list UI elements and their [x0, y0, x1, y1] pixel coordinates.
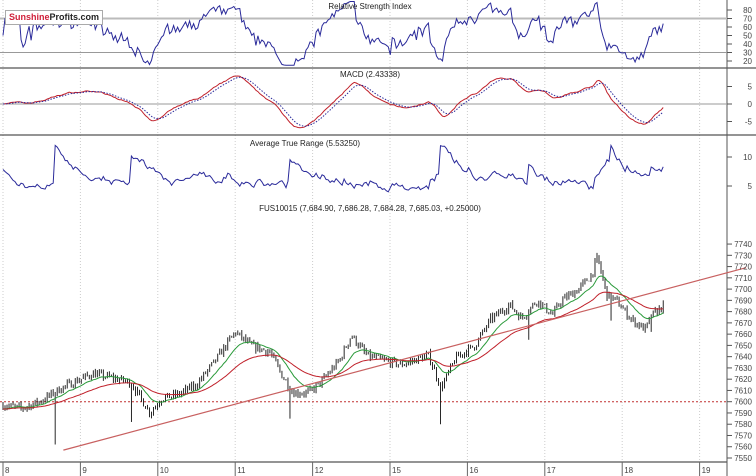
short-ma-line — [2, 275, 664, 410]
price-y-tick-label: 7550 — [734, 454, 752, 463]
price-y-tick-label: 7740 — [734, 240, 752, 249]
x-tick-label: 12 — [315, 466, 324, 475]
atr-line — [2, 143, 664, 193]
x-tick-label: 18 — [624, 466, 633, 475]
price-y-tick-label: 7570 — [734, 431, 752, 440]
price-y-tick-label: 7580 — [734, 420, 752, 429]
long-ma-line — [3, 291, 664, 410]
x-tick-label: 15 — [392, 466, 401, 475]
price-panel — [2, 252, 747, 451]
price-y-tick-label: 7640 — [734, 353, 752, 362]
rsi-y-tick-label: 20 — [743, 57, 752, 66]
macd-y-tick-label: 0 — [748, 100, 753, 109]
x-tick-label: 10 — [160, 466, 169, 475]
price-y-tick-label: 7720 — [734, 263, 752, 272]
x-tick-label: 16 — [469, 466, 478, 475]
rsi-y-tick-label: 70 — [743, 15, 752, 24]
logo-part2: Profits.com — [49, 12, 100, 22]
macd-title: MACD (2.43338) — [340, 70, 400, 79]
macd-line — [2, 75, 664, 129]
price-y-tick-label: 7690 — [734, 296, 752, 305]
price-y-tick-label: 7660 — [734, 330, 752, 339]
atr-panel — [2, 143, 664, 193]
price-y-tick-label: 7670 — [734, 319, 752, 328]
price-y-tick-label: 7730 — [734, 251, 752, 260]
price-y-tick-label: 7560 — [734, 443, 752, 452]
rsi-y-tick-label: 40 — [743, 40, 752, 49]
atr-y-tick-label: 5 — [748, 182, 753, 191]
rsi-y-tick-label: 80 — [743, 6, 752, 15]
price-y-tick-label: 7620 — [734, 375, 752, 384]
macd-y-tick-label: -5 — [745, 118, 753, 127]
price-y-tick-label: 7680 — [734, 308, 752, 317]
rsi-y-tick-label: 30 — [743, 49, 752, 58]
grid — [2, 0, 701, 462]
macd-signal-line — [2, 76, 664, 127]
price-y-tick-label: 7610 — [734, 386, 752, 395]
price-y-tick-label: 7590 — [734, 409, 752, 418]
rsi-y-tick-label: 50 — [743, 32, 752, 41]
x-tick-label: 11 — [237, 466, 246, 475]
x-tick-label: 8 — [5, 466, 10, 475]
macd-y-tick-label: 5 — [748, 83, 753, 92]
price-y-tick-label: 7600 — [734, 398, 752, 407]
reference-lines — [0, 17, 727, 403]
support-trendline — [63, 267, 747, 451]
axes: 8 9 10 11 12 15 16 17 18 198070605040302050-51057… — [2, 6, 753, 476]
rsi-title: Relative Strength Index — [328, 2, 411, 11]
price-y-tick-label: 7650 — [734, 341, 752, 350]
price-title: FUS10015 (7,684.90, 7,686.28, 7,684.28, … — [259, 204, 481, 213]
price-y-tick-label: 7700 — [734, 285, 752, 294]
logo-part1: Sunshine — [9, 12, 50, 22]
rsi-line — [2, 1, 664, 66]
x-tick-label: 17 — [547, 466, 556, 475]
sunshine-profits-logo: SunshineProfits.com — [5, 10, 104, 25]
x-tick-label: 19 — [702, 466, 711, 475]
price-y-tick-label: 7710 — [734, 274, 752, 283]
atr-y-tick-label: 10 — [743, 153, 752, 162]
price-y-tick-label: 7630 — [734, 364, 752, 373]
x-tick-label: 9 — [82, 466, 87, 475]
rsi-y-tick-label: 60 — [743, 23, 752, 32]
rsi-panel — [2, 1, 664, 66]
macd-panel — [2, 75, 664, 129]
atr-title: Average True Range (5.53250) — [250, 139, 360, 148]
